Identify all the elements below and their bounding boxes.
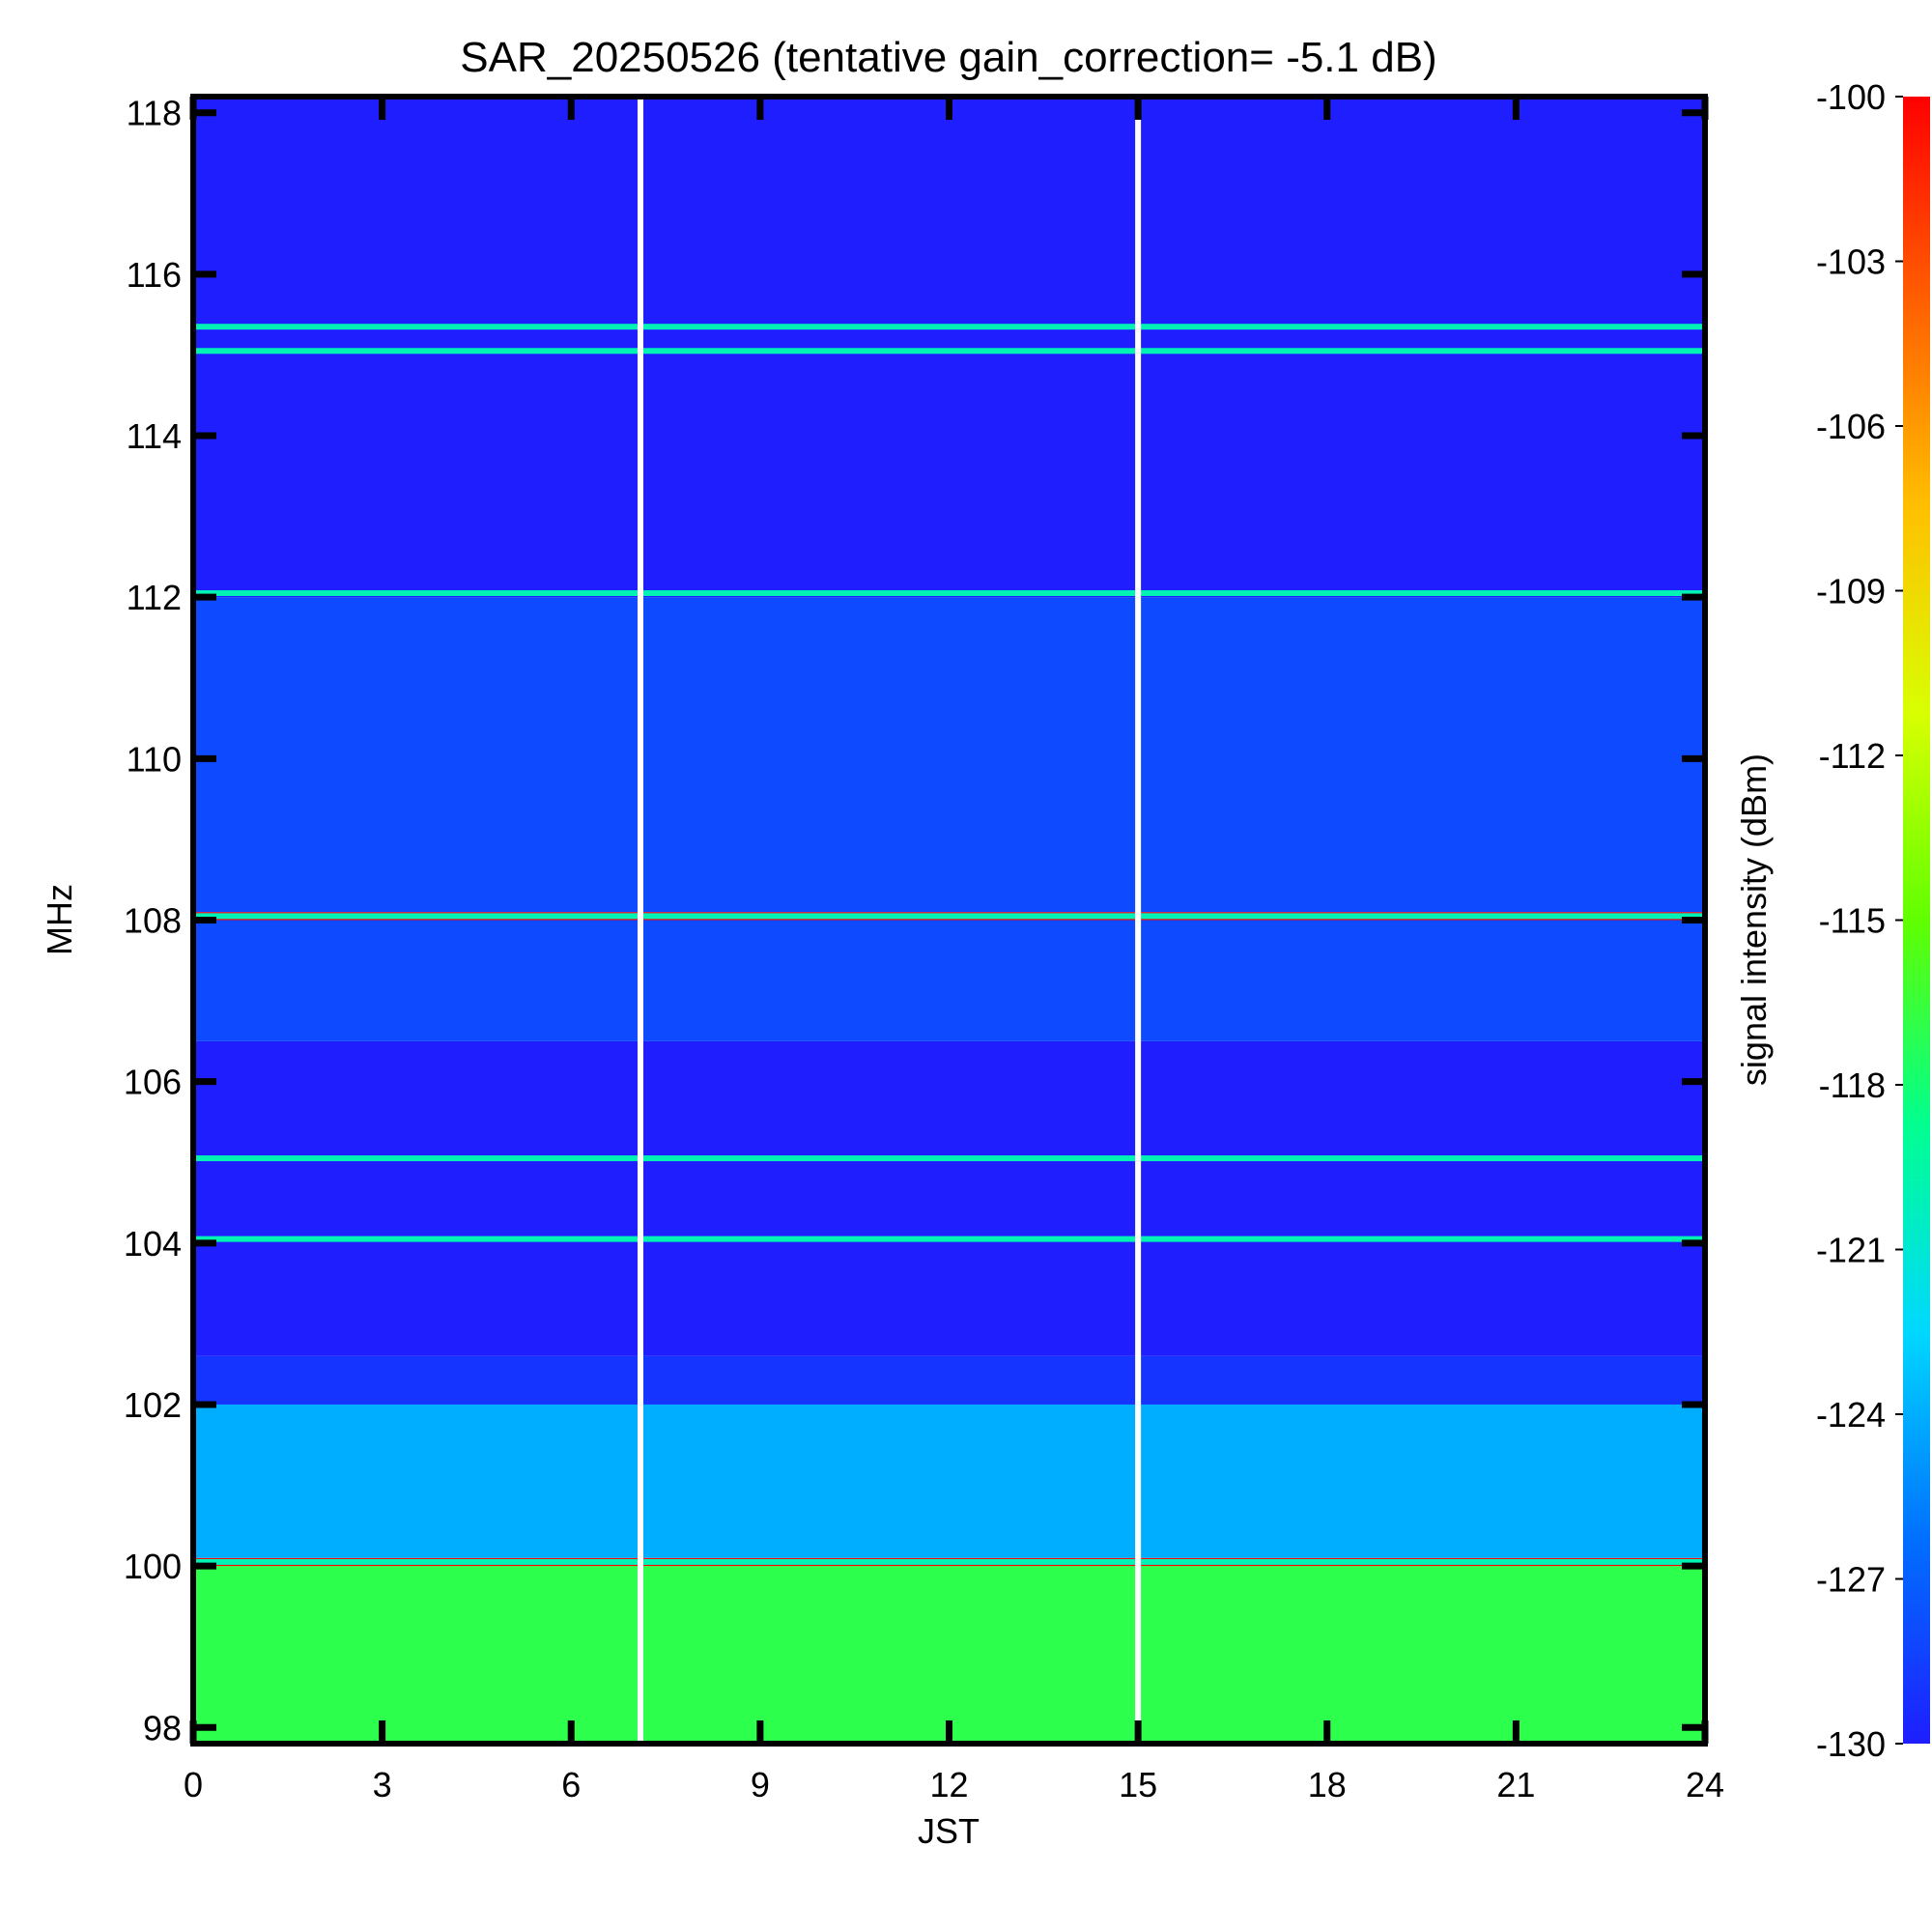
x-tick-label: 6 (561, 1765, 581, 1804)
carrier-line (193, 913, 1705, 920)
carrier-line (193, 324, 1705, 330)
colorbar-tick-label: -103 (1816, 242, 1886, 282)
colorbar-tick-label: -100 (1816, 77, 1886, 117)
x-tick-label: 21 (1496, 1765, 1535, 1804)
y-tick-label: 106 (124, 1063, 182, 1102)
y-axis-label: MHz (40, 884, 79, 955)
colorbar-tick-label: -109 (1816, 572, 1886, 611)
heatmap-band (193, 1404, 1705, 1558)
x-tick-label: 24 (1686, 1765, 1724, 1804)
carrier-line (193, 1558, 1705, 1565)
frequency-bands (193, 97, 1705, 1744)
x-tick-label: 12 (929, 1765, 968, 1804)
y-tick-label: 110 (127, 739, 182, 779)
colorbar-tick-label: -106 (1816, 407, 1886, 446)
y-tick-label: 98 (143, 1708, 182, 1747)
y-tick-label: 118 (127, 94, 182, 133)
heatmap-band (193, 1040, 1705, 1356)
plot-area (193, 97, 1705, 1744)
heatmap-band (193, 1355, 1705, 1405)
x-tick-label: 15 (1119, 1765, 1157, 1804)
carrier-line (193, 348, 1705, 355)
colorbar-tick-label: -127 (1816, 1560, 1886, 1600)
carrier-line (193, 590, 1705, 597)
colorbar-ticks: -100 -103 -106 -109 -112 -115 -118 -121 -124 -127… (1816, 77, 1903, 1764)
carrier-line (193, 1236, 1705, 1242)
y-tick-label: 116 (127, 255, 182, 295)
persistent-carrier-lines (193, 324, 1705, 1565)
colorbar-tick-label: -118 (1819, 1065, 1886, 1105)
colorbar-tick-label: -124 (1816, 1395, 1886, 1435)
y-tick-label: 104 (124, 1224, 182, 1264)
x-tick-label: 9 (751, 1765, 770, 1804)
colorbar-tick-label: -112 (1819, 736, 1886, 776)
heatmap-band (193, 97, 1705, 598)
data-gaps (637, 97, 1142, 1744)
data-gap (637, 97, 643, 1744)
y-axis-ticks: 98 100 102 104 106 108 110 112 114 116 118 (124, 94, 1705, 1747)
colorbar-tick-label: -115 (1819, 901, 1886, 941)
heatmap-band (193, 597, 1705, 913)
y-tick-label: 108 (124, 901, 182, 941)
chart-title: SAR_20250526 (tentative gain_correction=… (460, 34, 1436, 81)
x-axis-ticks: 0 3 6 9 12 15 18 21 24 (184, 97, 1724, 1804)
x-tick-label: 18 (1308, 1765, 1347, 1804)
colorbar-tick-label: -121 (1816, 1231, 1886, 1270)
y-tick-label: 102 (124, 1385, 182, 1425)
x-tick-label: 0 (184, 1765, 203, 1804)
y-tick-label: 112 (127, 578, 182, 617)
y-tick-label: 114 (127, 416, 182, 456)
colorbar-tick-label: -130 (1816, 1724, 1886, 1764)
x-axis-label: JST (918, 1811, 980, 1851)
carrier-line (193, 1155, 1705, 1162)
y-tick-label: 100 (124, 1547, 182, 1586)
colorbar-label: signal intensity (dBm) (1734, 753, 1774, 1086)
data-gap (1135, 97, 1142, 1744)
heatmap-band (193, 920, 1705, 1041)
heatmap-band (193, 1566, 1705, 1744)
x-tick-label: 3 (373, 1765, 392, 1804)
colorbar (1903, 97, 1930, 1744)
